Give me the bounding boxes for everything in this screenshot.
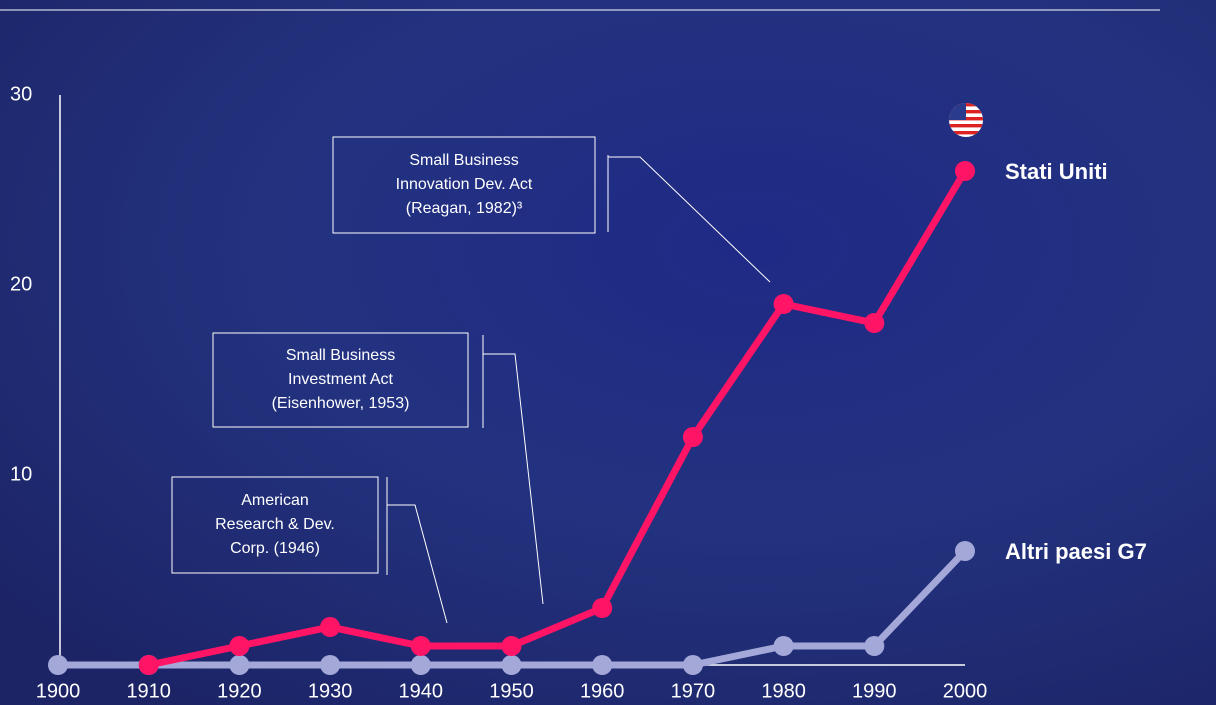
data-point — [229, 655, 250, 675]
data-point — [682, 655, 703, 675]
data-point — [320, 617, 341, 637]
data-point — [773, 294, 794, 314]
x-tick-label: 1900 — [36, 680, 81, 702]
y-tick-label: 30 — [10, 83, 32, 105]
x-tick-label: 1960 — [580, 680, 625, 702]
x-tick-label: 1940 — [399, 680, 444, 702]
x-tick-label: 1980 — [761, 680, 806, 702]
x-tick-label: 1950 — [489, 680, 534, 702]
x-tick-label: 1970 — [671, 680, 716, 702]
annotation-box — [212, 332, 469, 428]
annotation-box — [171, 476, 379, 574]
data-point — [501, 636, 522, 656]
annotation-connector — [387, 504, 448, 624]
data-point — [955, 541, 975, 561]
data-point — [864, 313, 885, 333]
y-tick-label: 20 — [10, 273, 32, 295]
series-label: Stati Uniti — [1005, 159, 1108, 184]
data-point — [592, 655, 613, 675]
data-point — [501, 655, 522, 675]
data-point — [229, 636, 250, 656]
data-point — [592, 598, 613, 618]
data-point — [864, 636, 885, 656]
annotation-text: (Eisenhower, 1953) — [272, 395, 410, 412]
data-point — [682, 427, 703, 447]
annotation-text: (Reagan, 1982)³ — [406, 200, 523, 217]
series-label: Altri paesi G7 — [1005, 539, 1147, 564]
annotation-connector — [483, 353, 544, 605]
annotation-text: Research & Dev. — [215, 516, 335, 533]
data-point — [320, 655, 341, 675]
data-point — [773, 636, 794, 656]
annotation-text: Small Business — [286, 347, 395, 364]
annotation-connector — [608, 156, 771, 283]
data-point — [410, 636, 431, 656]
x-tick-label: 1910 — [126, 680, 171, 702]
x-tick-label: 2000 — [943, 680, 988, 702]
annotation-text: Corp. (1946) — [230, 540, 320, 557]
flag-icon — [949, 103, 983, 137]
data-point — [955, 161, 975, 181]
series-line — [147, 169, 969, 669]
x-tick-label: 1920 — [217, 680, 262, 702]
data-point — [48, 655, 68, 675]
annotation-text: Innovation Dev. Act — [396, 176, 533, 193]
data-point — [410, 655, 431, 675]
y-tick-label: 10 — [10, 463, 32, 485]
data-point — [138, 655, 159, 675]
x-tick-label: 1930 — [308, 680, 353, 702]
annotation-text: American — [241, 492, 309, 509]
annotation-box — [332, 136, 596, 234]
annotation-text: Small Business — [409, 152, 518, 169]
annotation-text: Investment Act — [288, 371, 393, 388]
x-tick-label: 1990 — [852, 680, 897, 702]
